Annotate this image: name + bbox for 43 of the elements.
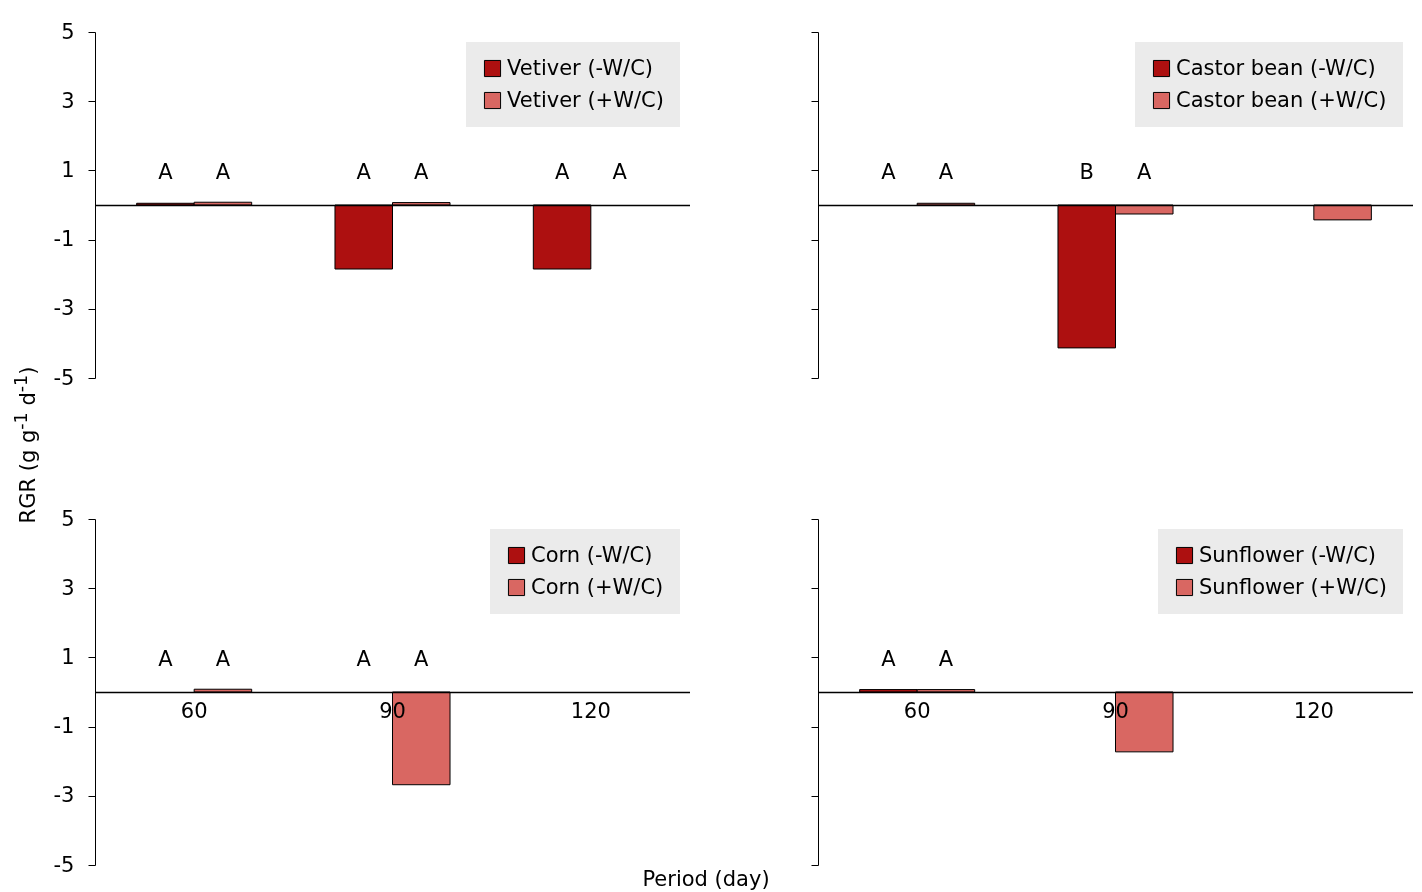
y-tick-label: -3 bbox=[53, 296, 75, 321]
data-label: A bbox=[414, 160, 430, 184]
text: A bbox=[612, 160, 627, 184]
legend-label: Sunflower (-W/C) bbox=[1199, 542, 1377, 567]
data-label: A bbox=[938, 160, 954, 184]
data-label: A bbox=[356, 160, 372, 184]
y-tick-label: 3 bbox=[61, 575, 75, 600]
text: A bbox=[881, 160, 896, 184]
text: A bbox=[356, 647, 371, 671]
data-label: A bbox=[215, 647, 231, 671]
data-label: A bbox=[554, 160, 570, 184]
legend-label: Corn (+W/C) bbox=[531, 574, 664, 599]
x-tick-label: 120 bbox=[570, 698, 611, 723]
legend-label: Castor bean (-W/C) bbox=[1176, 55, 1376, 80]
x-tick-label: 90 bbox=[379, 698, 406, 723]
data-label: A bbox=[1137, 160, 1153, 184]
legend-label: Vetiver (+W/C) bbox=[507, 87, 664, 112]
y-tick-label: -3 bbox=[53, 783, 75, 808]
x-tick-label: 90 bbox=[1102, 698, 1129, 723]
y-tick-label: -1 bbox=[53, 714, 75, 739]
x-tick-label: 120 bbox=[1293, 698, 1334, 723]
data-label: A bbox=[938, 647, 954, 671]
data-label: B bbox=[1079, 160, 1094, 184]
legend-label: Vetiver (-W/C) bbox=[507, 55, 653, 80]
y-tick-label: -5 bbox=[53, 365, 75, 390]
y-tick-label: 5 bbox=[61, 19, 75, 44]
y-tick-label: -1 bbox=[53, 227, 75, 252]
x-axis-title: Period (day) bbox=[642, 867, 770, 891]
y-tick-label: 1 bbox=[61, 157, 75, 182]
x-tick-label: 60 bbox=[903, 698, 931, 723]
y-tick-label: 1 bbox=[61, 644, 75, 669]
legend-label: Castor bean (+W/C) bbox=[1176, 87, 1387, 112]
legend-label: Corn (-W/C) bbox=[531, 542, 653, 567]
data-label: A bbox=[414, 647, 430, 671]
y-tick-label: 3 bbox=[61, 88, 75, 113]
data-label: A bbox=[215, 160, 231, 184]
data-label: A bbox=[158, 160, 174, 184]
x-tick-label: 60 bbox=[180, 698, 208, 723]
y-tick-label: -5 bbox=[53, 852, 75, 877]
legend-label: Sunflower (+W/C) bbox=[1199, 574, 1387, 599]
y-tick-label: 5 bbox=[61, 506, 75, 531]
data-label: A bbox=[881, 647, 897, 671]
text: A bbox=[158, 647, 173, 671]
